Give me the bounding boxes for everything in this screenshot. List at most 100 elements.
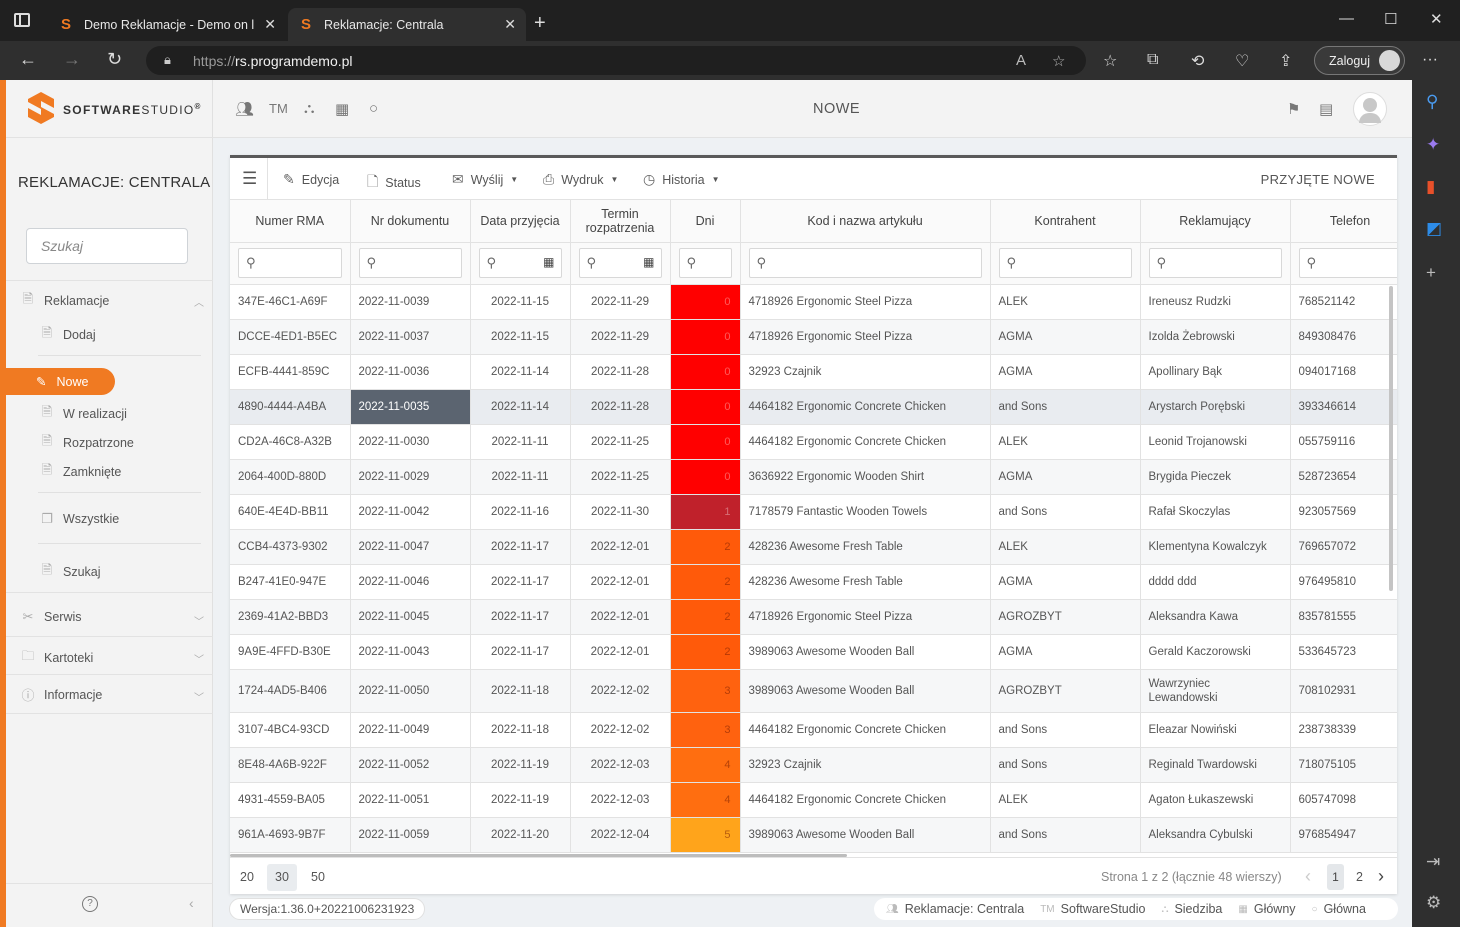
cell-item[interactable]: 4464182 Ergonomic Concrete Chicken bbox=[740, 712, 991, 748]
cell-rma[interactable]: 2064-400D-880D bbox=[230, 459, 351, 495]
cell-rma[interactable]: DCCE-4ED1-B5EC bbox=[230, 319, 351, 355]
days-cell[interactable]: 3 bbox=[670, 712, 741, 748]
column-header[interactable]: Termin rozpatrzenia bbox=[570, 200, 671, 243]
filter-input[interactable]: ⚲ bbox=[1298, 248, 1397, 278]
cell-phone[interactable]: 769657072 bbox=[1290, 529, 1397, 565]
horizontal-scrollbar[interactable] bbox=[230, 854, 847, 857]
days-cell[interactable]: 0 bbox=[670, 284, 741, 320]
sidebar-item-zamkniete[interactable]: 🗎︎ Zamknięte bbox=[39, 461, 122, 483]
cell-due[interactable]: 2022-11-29 bbox=[570, 319, 671, 355]
cell-due[interactable]: 2022-12-01 bbox=[570, 599, 671, 635]
minimize-icon[interactable]: — bbox=[1339, 10, 1354, 27]
cell-doc[interactable]: 2022-11-0047 bbox=[350, 529, 471, 565]
refresh-icon[interactable]: ↻ bbox=[107, 49, 123, 69]
cell-doc[interactable]: 2022-11-0059 bbox=[350, 817, 471, 853]
cell-item[interactable]: 428236 Awesome Fresh Table bbox=[740, 529, 991, 565]
days-cell[interactable]: 0 bbox=[670, 319, 741, 355]
office-icon[interactable]: ▮ bbox=[1426, 177, 1436, 196]
cell-doc[interactable]: 2022-11-0030 bbox=[350, 424, 471, 460]
status-reklamacje[interactable]: 👥︎ Reklamacje: Centrala bbox=[886, 902, 1024, 916]
table-row[interactable]: 4931-4559-BA05 2022-11-0051 2022-11-19 2022… bbox=[230, 782, 1397, 818]
cell-client[interactable]: AGMA bbox=[990, 354, 1141, 390]
cell-due[interactable]: 2022-11-29 bbox=[570, 284, 671, 320]
cell-due[interactable]: 2022-12-03 bbox=[570, 747, 671, 783]
add-icon[interactable]: + bbox=[1426, 263, 1436, 282]
cell-client[interactable]: and Sons bbox=[990, 389, 1141, 425]
browser-essentials-icon[interactable]: ♡ bbox=[1235, 53, 1250, 70]
cell-phone[interactable]: 768521142 bbox=[1290, 284, 1397, 320]
cell-rma[interactable]: 9A9E-4FFD-B30E bbox=[230, 634, 351, 670]
days-cell[interactable]: 5 bbox=[670, 817, 741, 853]
back-icon[interactable]: ← bbox=[19, 49, 37, 69]
cell-rma[interactable]: 347E-46C1-A69F bbox=[230, 284, 351, 320]
collapse-sidebar-icon[interactable]: ‹ bbox=[189, 895, 194, 911]
days-cell[interactable]: 2 bbox=[670, 564, 741, 600]
browser-tab-demo[interactable]: S Demo Reklamacje - Demo on lin ✕ bbox=[48, 8, 286, 41]
page-2-button[interactable]: 2 bbox=[1356, 870, 1363, 884]
column-header[interactable]: Kontrahent bbox=[990, 200, 1141, 243]
filter-input[interactable]: ⚲ bbox=[998, 248, 1132, 278]
filter-input[interactable]: ⚲ bbox=[238, 248, 342, 278]
cell-person[interactable]: Agaton Łukaszewski bbox=[1140, 782, 1291, 818]
sidebar-item-w-realizacji[interactable]: 🗎︎ W realizacji bbox=[39, 403, 127, 425]
users-icon[interactable]: 👥︎ bbox=[235, 101, 255, 118]
cell-rma[interactable]: CD2A-46C8-A32B bbox=[230, 424, 351, 460]
cell-due[interactable]: 2022-11-28 bbox=[570, 389, 671, 425]
search-icon[interactable]: ⚲ bbox=[1426, 92, 1439, 111]
menu-icon[interactable]: ☰ bbox=[242, 169, 258, 188]
cell-date[interactable]: 2022-11-19 bbox=[470, 747, 571, 783]
cell-person[interactable]: Brygida Pieczek bbox=[1140, 459, 1291, 495]
cell-date[interactable]: 2022-11-17 bbox=[470, 634, 571, 670]
cell-doc[interactable]: 2022-11-0039 bbox=[350, 284, 471, 320]
sidebar-item-dodaj[interactable]: 🗎︎ Dodaj bbox=[39, 324, 96, 346]
cell-person[interactable]: Gerald Kaczorowski bbox=[1140, 634, 1291, 670]
more-options-icon[interactable]: ··· bbox=[1422, 51, 1438, 68]
help-icon[interactable]: ? bbox=[82, 896, 98, 912]
cell-doc[interactable]: 2022-11-0045 bbox=[350, 599, 471, 635]
cell-item[interactable]: 32923 Czajnik bbox=[740, 354, 991, 390]
cell-date[interactable]: 2022-11-14 bbox=[470, 354, 571, 390]
cell-date[interactable]: 2022-11-19 bbox=[470, 782, 571, 818]
cell-phone[interactable]: 528723654 bbox=[1290, 459, 1397, 495]
cell-person[interactable]: Izolda Żebrowski bbox=[1140, 319, 1291, 355]
column-header[interactable]: Nr dokumentu bbox=[350, 200, 471, 243]
edycja-button[interactable]: ✎ Edycja bbox=[283, 171, 339, 188]
filter-input[interactable]: ⚲ ▦ bbox=[578, 248, 662, 278]
history-icon[interactable]: ⟲ bbox=[1191, 53, 1205, 70]
column-header[interactable]: Numer RMA bbox=[230, 200, 351, 243]
cell-client[interactable]: ALEK bbox=[990, 284, 1141, 320]
cell-phone[interactable]: 605747098 bbox=[1290, 782, 1397, 818]
table-row[interactable]: 640E-4E4D-BB11 2022-11-0042 2022-11-16 2022… bbox=[230, 494, 1397, 530]
table-row[interactable]: 2064-400D-880D 2022-11-0029 2022-11-11 2022… bbox=[230, 459, 1397, 495]
cell-date[interactable]: 2022-11-17 bbox=[470, 564, 571, 600]
cell-client[interactable]: ALEK bbox=[990, 424, 1141, 460]
cell-phone[interactable]: 708102931 bbox=[1290, 669, 1397, 713]
cell-person[interactable]: Apollinary Bąk bbox=[1140, 354, 1291, 390]
cell-item[interactable]: 4718926 Ergonomic Steel Pizza bbox=[740, 599, 991, 635]
cell-due[interactable]: 2022-12-01 bbox=[570, 529, 671, 565]
cell-due[interactable]: 2022-11-25 bbox=[570, 459, 671, 495]
cell-rma[interactable]: CCB4-4373-9302 bbox=[230, 529, 351, 565]
cell-item[interactable]: 7178579 Fantastic Wooden Towels bbox=[740, 494, 991, 530]
cell-date[interactable]: 2022-11-17 bbox=[470, 599, 571, 635]
cell-client[interactable]: AGROZBYT bbox=[990, 669, 1141, 713]
calendar-icon[interactable]: ▦ bbox=[643, 255, 655, 269]
cell-doc[interactable]: 2022-11-0050 bbox=[350, 669, 471, 713]
new-tab-icon[interactable]: + bbox=[534, 12, 546, 34]
days-cell[interactable]: 0 bbox=[670, 354, 741, 390]
cell-rma[interactable]: 3107-4BC4-93CD bbox=[230, 712, 351, 748]
status-button[interactable]: 🗋︎ Status bbox=[367, 171, 421, 195]
flag-icon[interactable]: ⚑ bbox=[1287, 101, 1301, 118]
cell-due[interactable]: 2022-11-28 bbox=[570, 354, 671, 390]
cell-client[interactable]: and Sons bbox=[990, 494, 1141, 530]
cell-phone[interactable]: 718075105 bbox=[1290, 747, 1397, 783]
cell-due[interactable]: 2022-12-02 bbox=[570, 712, 671, 748]
cell-person[interactable]: Aleksandra Cybulski bbox=[1140, 817, 1291, 853]
cell-phone[interactable]: 835781555 bbox=[1290, 599, 1397, 635]
sidebar-item-rozpatrzone[interactable]: 🗎︎ Rozpatrzone bbox=[39, 432, 134, 454]
page-1-button[interactable]: 1 bbox=[1327, 864, 1344, 890]
cell-doc[interactable]: 2022-11-0035 bbox=[350, 389, 471, 425]
cell-phone[interactable]: 976495810 bbox=[1290, 564, 1397, 600]
cell-person[interactable]: dddd ddd bbox=[1140, 564, 1291, 600]
days-cell[interactable]: 4 bbox=[670, 782, 741, 818]
